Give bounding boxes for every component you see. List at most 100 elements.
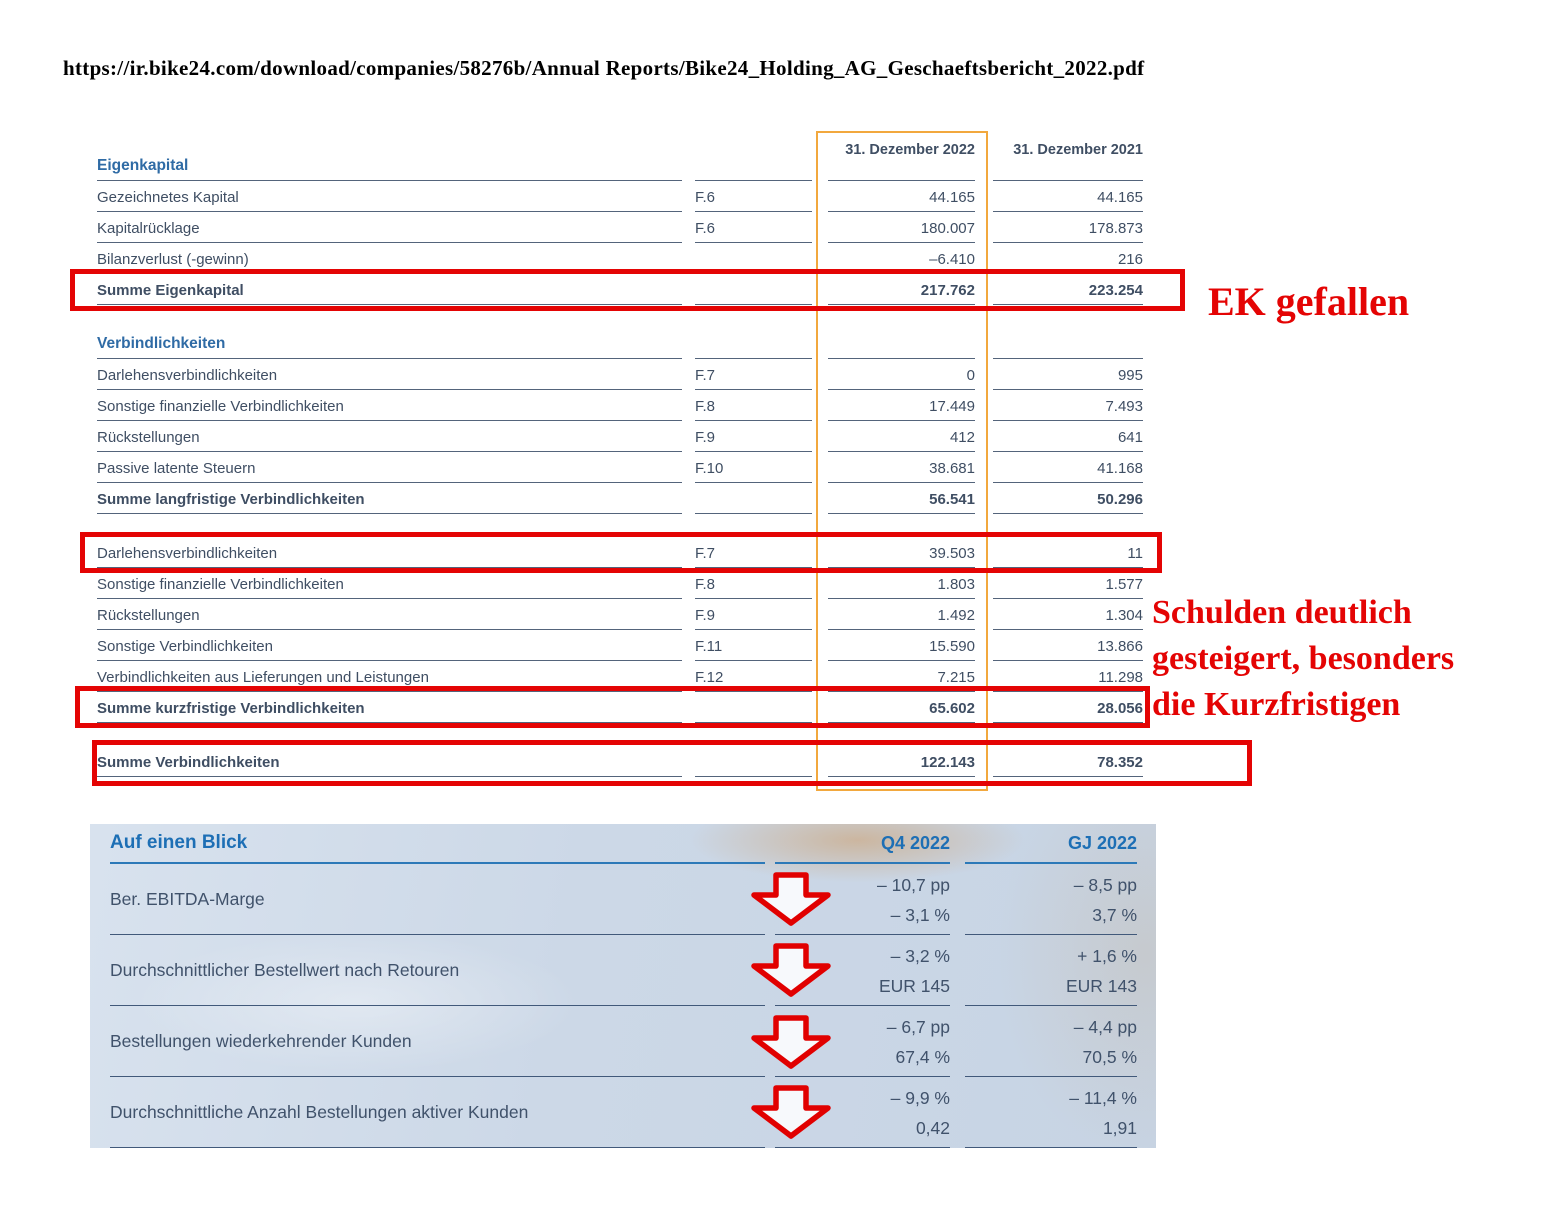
row-value-2022: 1.803 bbox=[828, 568, 975, 599]
annotation-line: gesteigert, besonders bbox=[1152, 640, 1455, 677]
gj-value-line1: – 8,5 pp bbox=[1073, 875, 1137, 895]
row-ref: F.9 bbox=[695, 599, 812, 630]
row-value-2022: 7.215 bbox=[828, 661, 975, 692]
row-label: Kapitalrücklage bbox=[97, 212, 682, 243]
empty-cell bbox=[828, 161, 975, 181]
table-row: Sonstige finanzielle Verbindlichkeiten F… bbox=[97, 568, 1145, 599]
row-value-2021: 41.168 bbox=[993, 452, 1143, 483]
table-row: Darlehensverbindlichkeiten F.7 0 995 bbox=[97, 359, 1145, 390]
row-label: Summe Eigenkapital bbox=[97, 274, 682, 305]
row-value-2021: 44.165 bbox=[993, 181, 1143, 212]
q4-value-line1: – 6,7 pp bbox=[886, 1017, 950, 1037]
table-row: Kapitalrücklage F.6 180.007 178.873 bbox=[97, 212, 1145, 243]
row-label: Summe kurzfristige Verbindlichkeiten bbox=[97, 692, 682, 723]
row-value-2021: 13.866 bbox=[993, 630, 1143, 661]
col-header-gj-2022: GJ 2022 bbox=[965, 824, 1137, 864]
down-arrow-icon bbox=[751, 943, 831, 997]
row-value-2022: 39.503 bbox=[828, 537, 975, 568]
row-value-2022: 17.449 bbox=[828, 390, 975, 421]
glance-gj-values: – 11,4 % 1,91 bbox=[965, 1077, 1137, 1148]
glance-gj-values: + 1,6 % EUR 143 bbox=[965, 935, 1137, 1006]
row-value-2021: 995 bbox=[993, 359, 1143, 390]
row-value-2022: 65.602 bbox=[828, 692, 975, 723]
table-row: Bilanzverlust (-gewinn) –6.410 216 bbox=[97, 243, 1145, 274]
row-ref: F.7 bbox=[695, 537, 812, 568]
q4-value-line2: 67,4 % bbox=[895, 1047, 950, 1067]
row-label: Darlehensverbindlichkeiten bbox=[97, 537, 682, 568]
annotation-ek-gefallen: EK gefallen bbox=[1208, 279, 1410, 324]
row-value-2021: 50.296 bbox=[993, 483, 1143, 514]
glance-q4-values: – 3,2 % EUR 145 bbox=[775, 935, 950, 1006]
glance-q4-values: – 9,9 % 0,42 bbox=[775, 1077, 950, 1148]
row-value-2022: 1.492 bbox=[828, 599, 975, 630]
row-value-2021: 11 bbox=[993, 537, 1143, 568]
row-value-2021: 178.873 bbox=[993, 212, 1143, 243]
table-row-total: Summe Eigenkapital 217.762 223.254 bbox=[97, 274, 1145, 305]
gj-value-line2: EUR 143 bbox=[1065, 976, 1137, 996]
section-header-verbindlichkeiten: Verbindlichkeiten bbox=[97, 328, 1145, 359]
col-header-q4-2022: Q4 2022 bbox=[775, 824, 950, 864]
glance-row: Ber. EBITDA-Marge – 10,7 pp – 3,1 % – 8,… bbox=[90, 864, 1156, 935]
row-ref: F.6 bbox=[695, 181, 812, 212]
row-label: Sonstige finanzielle Verbindlichkeiten bbox=[97, 390, 682, 421]
row-ref: F.6 bbox=[695, 212, 812, 243]
row-value-2021: 216 bbox=[993, 243, 1143, 274]
empty-cell bbox=[828, 328, 975, 359]
table-row: Rückstellungen F.9 412 641 bbox=[97, 421, 1145, 452]
row-value-2022: 44.165 bbox=[828, 181, 975, 212]
row-ref: F.11 bbox=[695, 630, 812, 661]
row-label: Bilanzverlust (-gewinn) bbox=[97, 243, 682, 274]
col-header-2022: 31. Dezember 2022 bbox=[845, 142, 975, 158]
row-value-2021: 223.254 bbox=[993, 274, 1143, 305]
row-value-2022: 56.541 bbox=[828, 483, 975, 514]
table-row: Darlehensverbindlichkeiten F.7 39.503 11 bbox=[97, 537, 1145, 568]
gj-value-line2: 1,91 bbox=[1102, 1118, 1137, 1138]
empty-cell bbox=[993, 328, 1143, 359]
table-row: Sonstige Verbindlichkeiten F.11 15.590 1… bbox=[97, 630, 1145, 661]
row-value-2021: 28.056 bbox=[993, 692, 1143, 723]
glance-row: Durchschnittlicher Bestellwert nach Reto… bbox=[90, 935, 1156, 1006]
row-value-2022: 217.762 bbox=[828, 274, 975, 305]
q4-value-line1: – 9,9 % bbox=[890, 1088, 950, 1108]
section-title: Eigenkapital bbox=[97, 157, 682, 181]
row-value-2021: 1.304 bbox=[993, 599, 1143, 630]
annotation-line: Schulden deutlich bbox=[1152, 594, 1412, 631]
q4-value-line2: – 3,1 % bbox=[890, 905, 950, 925]
row-ref bbox=[695, 274, 812, 305]
q4-value-line2: EUR 145 bbox=[878, 976, 950, 996]
row-label: Summe langfristige Verbindlichkeiten bbox=[97, 483, 682, 514]
gj-value-line1: – 11,4 % bbox=[1069, 1088, 1137, 1108]
down-arrow-icon bbox=[751, 1085, 831, 1139]
row-label: Rückstellungen bbox=[97, 599, 682, 630]
row-ref: F.12 bbox=[695, 661, 812, 692]
row-value-2022: –6.410 bbox=[828, 243, 975, 274]
glance-row-label: Bestellungen wiederkehrender Kunden bbox=[110, 1006, 765, 1077]
row-value-2022: 412 bbox=[828, 421, 975, 452]
empty-cell bbox=[695, 161, 812, 181]
q4-value-line1: – 10,7 pp bbox=[877, 875, 950, 895]
row-label: Darlehensverbindlichkeiten bbox=[97, 359, 682, 390]
section-header-eigenkapital: Eigenkapital bbox=[97, 157, 1145, 181]
row-label: Gezeichnetes Kapital bbox=[97, 181, 682, 212]
glance-gj-values: – 4,4 pp 70,5 % bbox=[965, 1006, 1137, 1077]
row-value-2022: 0 bbox=[828, 359, 975, 390]
table-row: Passive latente Steuern F.10 38.681 41.1… bbox=[97, 452, 1145, 483]
row-ref bbox=[695, 746, 812, 777]
spacer bbox=[97, 514, 1145, 537]
row-value-2022: 38.681 bbox=[828, 452, 975, 483]
q4-value-line2: 0,42 bbox=[915, 1118, 950, 1138]
table-row: Verbindlichkeiten aus Lieferungen und Le… bbox=[97, 661, 1145, 692]
balance-sheet-table: 31. Dezember 2022 31. Dezember 2021 Eige… bbox=[97, 135, 1145, 777]
empty-cell bbox=[695, 328, 812, 359]
row-value-2021: 78.352 bbox=[993, 746, 1143, 777]
down-arrow-icon bbox=[751, 872, 831, 926]
section-title: Verbindlichkeiten bbox=[97, 328, 682, 359]
row-ref: F.8 bbox=[695, 568, 812, 599]
row-ref: F.9 bbox=[695, 421, 812, 452]
table-row: Sonstige finanzielle Verbindlichkeiten F… bbox=[97, 390, 1145, 421]
document-url: https://ir.bike24.com/download/companies… bbox=[63, 56, 1145, 80]
glance-row: Durchschnittliche Anzahl Bestellungen ak… bbox=[90, 1077, 1156, 1148]
row-value-2022: 15.590 bbox=[828, 630, 975, 661]
row-label: Passive latente Steuern bbox=[97, 452, 682, 483]
